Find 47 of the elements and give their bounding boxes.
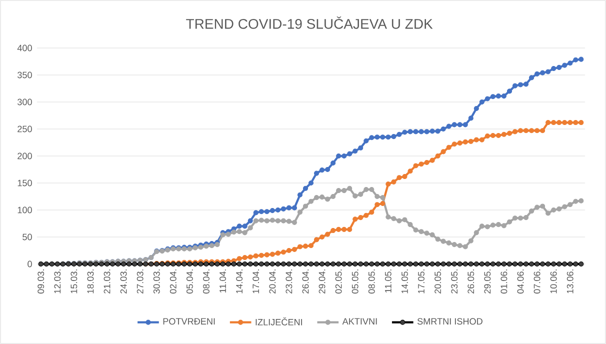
legend-label: POTVRĐENI xyxy=(163,318,215,325)
x-tick-label: 15.03. xyxy=(70,270,78,294)
y-tick-label: 300 xyxy=(18,98,32,106)
x-tick-label: 10.06. xyxy=(550,270,557,294)
y-tick-label: 100 xyxy=(18,206,32,214)
x-tick-label: 09.03. xyxy=(38,270,44,294)
x-tick-label: 29.04. xyxy=(318,270,326,294)
legend-label: AKTIVNI xyxy=(342,318,377,324)
x-tick-label: 02.05. xyxy=(335,270,342,294)
x-tick-label: 23.05. xyxy=(451,270,458,294)
x-tick-label: 11.05. xyxy=(384,270,392,293)
y-tick-label: 200 xyxy=(18,152,32,160)
x-tick-label: 20.05. xyxy=(434,270,442,294)
x-tick-label: 08.05. xyxy=(368,270,375,294)
x-tick-label: 14.04. xyxy=(236,270,243,294)
x-tick-label: 02.04. xyxy=(170,270,176,294)
x-tick-label: 13.06. xyxy=(566,270,574,294)
legend-label: IZLIJEČENI xyxy=(256,317,302,326)
legend-label: SMRTNI ISHOD xyxy=(417,318,482,325)
x-tick-label: 12.03. xyxy=(54,270,61,294)
y-tick-label: 350 xyxy=(18,72,32,78)
x-tick-label: 04.06. xyxy=(517,270,524,294)
x-tick-label: 11.04. xyxy=(220,270,226,293)
x-tick-label: 05.05. xyxy=(352,270,358,294)
x-tick-label: 26.05. xyxy=(468,270,474,294)
x-tick-label: 18.03. xyxy=(87,270,94,294)
x-tick-label: 24.03. xyxy=(120,270,127,294)
x-tick-label: 05.04. xyxy=(186,270,193,294)
y-tick-label: 150 xyxy=(18,180,32,186)
x-tick-label: 08.04. xyxy=(203,270,210,294)
x-tick-label: 26.04. xyxy=(302,270,309,294)
y-tick-label: 250 xyxy=(18,126,32,132)
chart-title: TREND COVID-19 SLUČAJEVA U ZDK xyxy=(186,16,433,29)
x-tick-label: 14.05. xyxy=(402,270,408,294)
x-tick-label: 30.03. xyxy=(153,270,160,294)
x-tick-label: 17.05. xyxy=(418,270,424,294)
x-tick-label: 20.04. xyxy=(269,270,276,294)
x-tick-label: 17.04. xyxy=(252,270,260,294)
y-tick-label: 0 xyxy=(28,260,32,268)
y-tick-label: 50 xyxy=(22,234,32,240)
x-tick-label: 01.06. xyxy=(500,270,508,294)
x-tick-label: 07.06. xyxy=(534,270,540,294)
x-tick-label: 27.03. xyxy=(136,270,144,294)
x-tick-label: 21.03. xyxy=(104,270,110,294)
x-tick-label: 23.04. xyxy=(286,270,292,294)
y-tick-label: 400 xyxy=(17,44,32,52)
x-tick-label: 29.05. xyxy=(484,270,491,294)
